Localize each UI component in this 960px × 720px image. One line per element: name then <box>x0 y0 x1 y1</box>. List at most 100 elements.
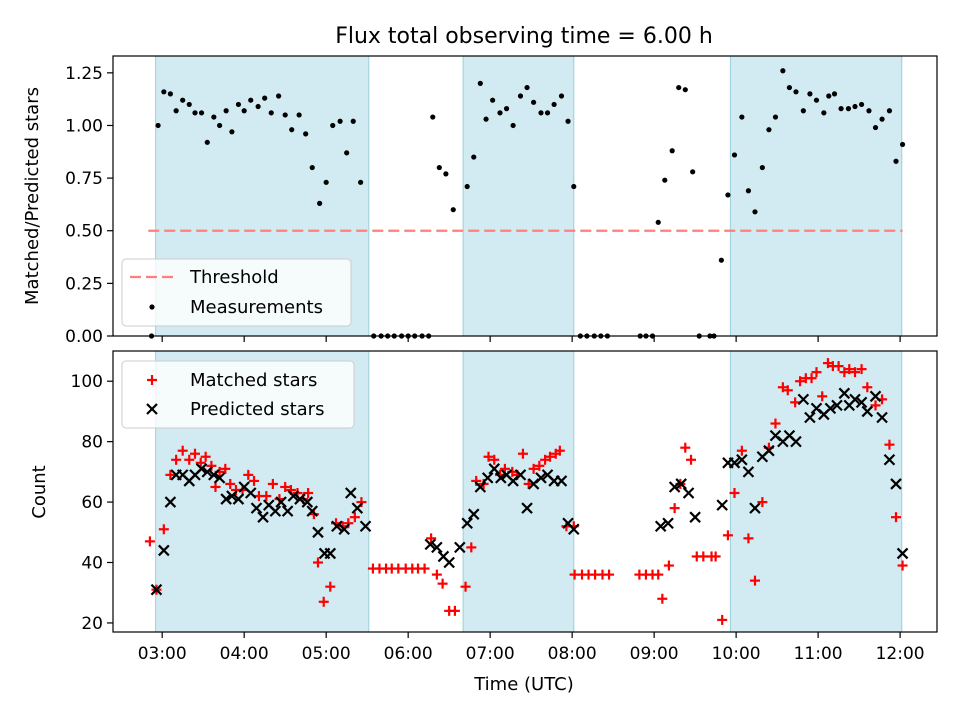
matched-star-point <box>184 454 195 465</box>
observing-window-2 <box>462 55 575 337</box>
measurement-point <box>464 183 470 190</box>
matched-star-point <box>460 581 471 592</box>
matched-star-point <box>523 478 534 489</box>
measurement-point <box>330 122 336 129</box>
matched-star-point <box>806 373 817 384</box>
measurement-point <box>772 114 779 120</box>
predicted-star-point <box>869 390 882 403</box>
measurement-point <box>497 110 503 116</box>
predicted-star-point <box>804 411 816 424</box>
predicted-star-point <box>896 547 909 560</box>
matched-star-point <box>318 596 329 607</box>
measurement-point <box>858 101 865 108</box>
predicted-star-point <box>312 526 324 539</box>
matched-star-point <box>419 563 430 574</box>
legend-measurements-label: Measurements <box>190 297 323 318</box>
predicted-star-point <box>431 541 443 554</box>
measurement-point <box>739 114 745 120</box>
measurement-point <box>296 112 302 118</box>
matched-star-point <box>604 569 615 580</box>
measurement-point <box>821 110 827 116</box>
predicted-star-point <box>250 502 263 514</box>
measurement-point <box>731 152 738 158</box>
y-tick-label: 40 <box>81 554 103 574</box>
matched-star-point <box>545 451 556 462</box>
top-y-axis-label: Matched/Predicted stars <box>22 87 43 305</box>
measurement-point <box>510 122 516 129</box>
matched-star-point <box>749 575 760 586</box>
matched-star-point <box>884 439 895 450</box>
predicted-star-point <box>461 517 473 530</box>
predicted-star-point <box>742 466 755 478</box>
top-x-ticks <box>161 336 901 342</box>
predicted-star-point <box>324 547 337 560</box>
measurement-point <box>807 91 813 97</box>
measurement-point <box>831 91 838 97</box>
predicted-star-point <box>555 475 568 487</box>
x-tick-label: 10:00 <box>712 644 761 664</box>
matched-star-point <box>844 364 855 375</box>
measurement-point <box>337 118 343 124</box>
predicted-star-point <box>728 457 741 469</box>
predicted-star-point <box>226 490 238 502</box>
predicted-star-point <box>514 469 527 481</box>
matched-star-point <box>757 497 768 508</box>
matched-star-point <box>489 454 500 465</box>
predicted-star-point <box>164 496 177 508</box>
x-tick-label: 08:00 <box>548 644 597 664</box>
matched-star-point <box>267 478 278 489</box>
matched-star-point <box>717 614 728 625</box>
predicted-star-point <box>281 505 294 517</box>
bottom-legend: Matched stars Predicted stars <box>121 360 355 429</box>
measurement-point <box>443 171 449 177</box>
measurement-point <box>303 131 309 137</box>
matched-star-point <box>243 469 254 480</box>
measurement-point <box>759 164 765 171</box>
bottom-y-axis-label: Count <box>29 465 50 518</box>
predicted-star-point <box>338 523 350 536</box>
measurement-point <box>852 103 858 110</box>
predicted-star-point <box>763 444 775 457</box>
measurement-point <box>241 108 247 114</box>
matched-star-point <box>431 569 442 580</box>
matched-star-point <box>833 361 844 372</box>
matched-star-point <box>743 533 754 544</box>
measurement-point <box>173 108 179 114</box>
measurement-point <box>317 200 323 206</box>
matched-star-point <box>657 593 668 604</box>
matched-star-point <box>261 491 272 502</box>
measurement-point <box>471 154 477 160</box>
predicted-star-point <box>849 393 861 406</box>
measurement-point <box>718 257 724 263</box>
predicted-star-point <box>797 393 810 406</box>
measurement-point <box>235 101 242 108</box>
predicted-star-point <box>287 490 300 502</box>
measurement-point <box>538 110 544 116</box>
measurement-point <box>211 114 217 120</box>
matched-star-point <box>850 367 861 378</box>
matched-star-point <box>349 512 360 523</box>
legend-matched-swatch <box>147 375 157 385</box>
measurement-point <box>450 207 456 213</box>
measurement-point <box>289 127 295 133</box>
bottom-x-ticks: 03:00 04:00 05:00 06:00 07:00 08:00 09:00 10:00… <box>138 632 925 664</box>
predicted-star-point <box>232 493 245 505</box>
measurement-point <box>838 106 844 112</box>
measurement-point <box>872 124 879 131</box>
matched-star-point <box>483 451 494 462</box>
matched-star-point <box>897 560 908 571</box>
measurement-point <box>813 97 820 103</box>
predicted-star-point <box>682 487 695 499</box>
predicted-star-point <box>467 508 480 520</box>
matched-star-point <box>165 469 176 480</box>
measurement-point <box>229 129 235 135</box>
measurement-point <box>350 118 356 124</box>
measurement-point <box>676 84 682 91</box>
y-tick-label: 0.00 <box>65 327 103 347</box>
predicted-star-point <box>454 541 466 554</box>
matched-star-point <box>210 481 221 492</box>
x-tick-label: 12:00 <box>876 644 925 664</box>
measurement-point <box>800 108 806 114</box>
predicted-star-point <box>220 493 232 505</box>
